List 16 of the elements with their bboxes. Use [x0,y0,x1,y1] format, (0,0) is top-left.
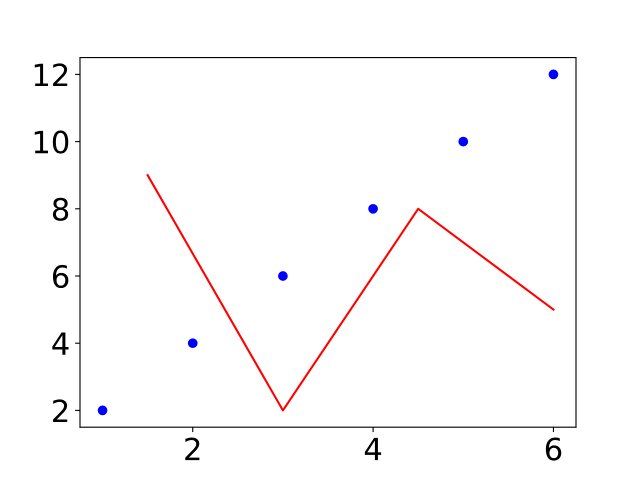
point [278,271,288,281]
y-tick-label: 2 [53,399,68,422]
x-tick-label: 4 [364,438,382,460]
point [458,136,468,146]
y-tick-label: 10 [34,130,68,154]
y-tick-label: 4 [52,332,69,355]
x-tick-label: 2 [185,437,200,460]
point [368,204,378,214]
x-tick-label: 6 [546,437,562,461]
y-tick-label: 8 [52,198,68,221]
y-tick-label: 6 [52,264,68,288]
line-series [146,174,554,412]
point [548,70,558,80]
y-tick-label: 12 [34,63,68,86]
point [188,338,198,348]
point [98,406,108,416]
